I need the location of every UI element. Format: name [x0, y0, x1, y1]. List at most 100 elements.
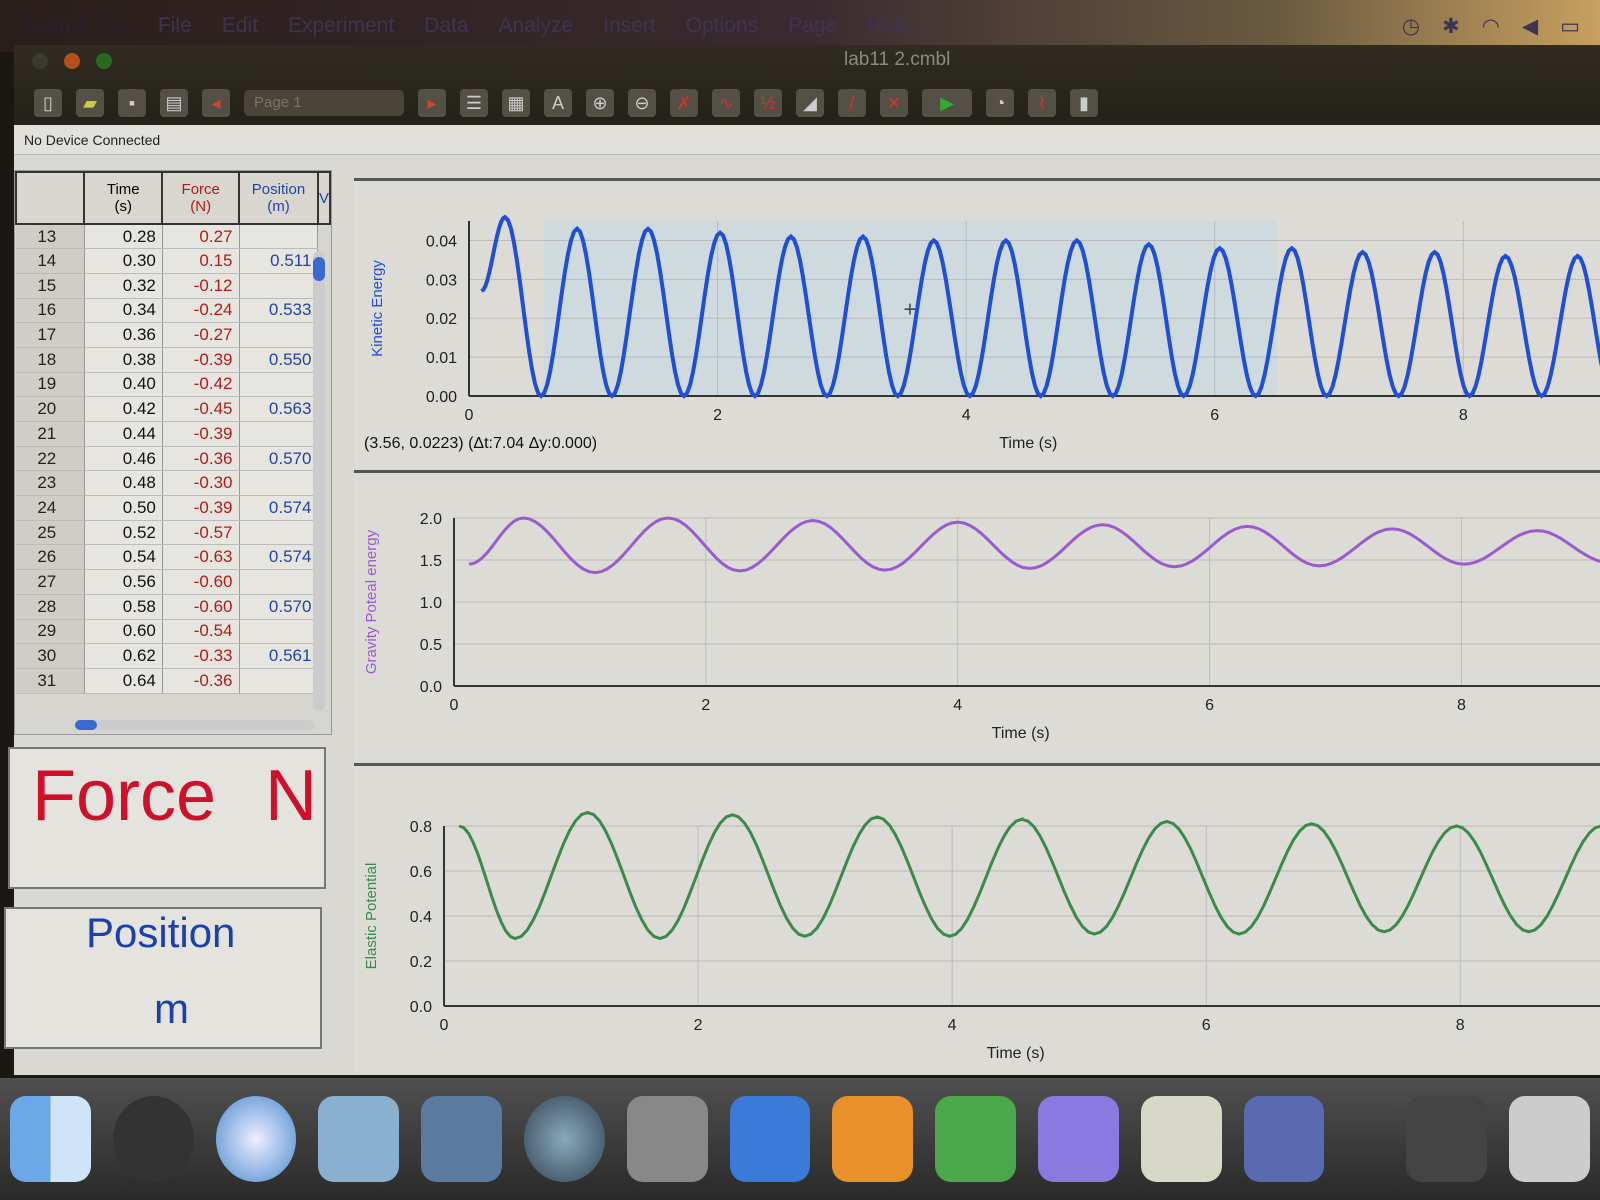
time-cell[interactable]: 0.36	[84, 322, 163, 348]
force-meter[interactable]: Force N	[8, 747, 326, 889]
force-cell[interactable]: -0.45	[162, 396, 240, 422]
menu-data[interactable]: Data	[424, 14, 469, 37]
iphoto-icon[interactable]	[318, 1096, 400, 1182]
time-cell[interactable]: 0.52	[84, 520, 163, 546]
finder-icon[interactable]	[10, 1096, 91, 1182]
time-cell[interactable]: 0.28	[84, 224, 163, 250]
table-row[interactable]: 21 0.44 -0.39	[16, 421, 330, 447]
time-cell[interactable]: 0.40	[84, 372, 163, 398]
vernier-icon[interactable]	[1243, 1096, 1325, 1182]
wifi-icon[interactable]: ◠	[1481, 15, 1500, 38]
position-cell[interactable]: 0.511	[239, 248, 319, 274]
force-cell[interactable]: -0.57	[162, 520, 240, 546]
force-cell[interactable]: -0.12	[162, 273, 240, 299]
position-cell[interactable]: 0.570	[239, 446, 319, 472]
force-cell[interactable]: -0.42	[162, 372, 240, 398]
safari-icon[interactable]	[215, 1096, 297, 1182]
position-cell[interactable]	[239, 421, 319, 447]
position-cell[interactable]	[239, 273, 319, 299]
tangent-icon[interactable]: ✗	[670, 89, 698, 117]
battery-icon[interactable]: ▭	[1560, 15, 1580, 38]
force-cell[interactable]: -0.30	[162, 470, 240, 497]
force-cell[interactable]: 0.15	[162, 248, 240, 274]
entourage-icon[interactable]	[1037, 1096, 1119, 1182]
table-row[interactable]: 20 0.42 -0.45 0.563	[16, 396, 330, 422]
time-cell[interactable]: 0.50	[84, 495, 163, 521]
excel-icon[interactable]	[935, 1096, 1016, 1182]
table-icon[interactable]: ☰	[460, 89, 488, 117]
force-cell[interactable]: -0.36	[162, 446, 240, 472]
time-machine-icon[interactable]	[523, 1096, 605, 1182]
force-cell[interactable]: -0.39	[162, 421, 240, 447]
vertical-scrollbar[interactable]	[313, 251, 325, 711]
time-cell[interactable]: 0.48	[84, 470, 163, 497]
force-cell[interactable]: 0.27	[162, 224, 240, 250]
position-cell[interactable]	[239, 619, 319, 645]
chart-svg[interactable]: 0 2 4 6 8 0.0 0.2 0.4 0.6 0.8 Time (s) Elastic Pote…	[354, 766, 1600, 1075]
open-folder-icon[interactable]: ▰	[76, 89, 104, 117]
scroll-thumb[interactable]	[313, 257, 325, 281]
chart-svg[interactable]: 0 2 4 6 8 0.00 0.01 0.02 0.03 0.04 Time (s) Kinetic…	[354, 181, 1600, 468]
time-cell[interactable]: 0.30	[84, 248, 163, 274]
time-cell[interactable]: 0.58	[84, 594, 163, 620]
table-row[interactable]: 29 0.60 -0.54	[16, 619, 330, 645]
save-icon[interactable]: ▪	[118, 89, 146, 117]
bluetooth-icon[interactable]: ✱	[1442, 15, 1460, 38]
graph-match-icon[interactable]: ⌇	[1028, 89, 1056, 117]
position-cell[interactable]	[239, 322, 319, 348]
data-series-line[interactable]	[480, 214, 1600, 399]
table-row[interactable]: 14 0.30 0.15 0.511	[16, 248, 330, 274]
table-row[interactable]: 28 0.58 -0.60 0.570	[16, 594, 330, 620]
integral-icon[interactable]: ∿	[712, 89, 740, 117]
menu-help[interactable]: Help	[867, 14, 911, 37]
table-row[interactable]: 13 0.28 0.27	[16, 224, 330, 250]
zoom-out-icon[interactable]: ⊖	[628, 89, 656, 117]
table-row[interactable]: 26 0.54 -0.63 0.574	[16, 544, 330, 571]
sensor-icon[interactable]: ▮	[1070, 89, 1098, 117]
position-meter[interactable]: Position m	[4, 907, 322, 1049]
column-header-force[interactable]: Force (N)	[161, 171, 241, 225]
force-cell[interactable]: -0.33	[162, 643, 240, 669]
menu-edit[interactable]: Edit	[221, 14, 258, 37]
column-header-velocity[interactable]: V	[316, 171, 331, 225]
time-cell[interactable]: 0.54	[84, 544, 163, 571]
spaces-icon[interactable]	[421, 1096, 502, 1182]
menu-app[interactable]: Logger Pro	[24, 14, 128, 37]
table-row[interactable]: 17 0.36 -0.27	[16, 322, 330, 348]
time-cell[interactable]: 0.44	[84, 421, 163, 447]
zoom-in-icon[interactable]: ⊕	[586, 89, 614, 117]
position-cell[interactable]: 0.561	[239, 643, 319, 669]
time-cell[interactable]: 0.34	[84, 298, 163, 324]
position-cell[interactable]	[239, 520, 319, 546]
position-cell[interactable]	[239, 224, 319, 250]
position-cell[interactable]	[239, 569, 319, 595]
stats-icon[interactable]: ½	[754, 89, 782, 117]
time-cell[interactable]: 0.32	[84, 273, 163, 299]
table-row[interactable]: 24 0.50 -0.39 0.574	[16, 495, 330, 521]
dashboard-icon[interactable]	[112, 1096, 194, 1182]
table-row[interactable]: 23 0.48 -0.30	[16, 470, 330, 497]
volume-icon[interactable]: ◀	[1522, 15, 1539, 38]
data-table[interactable]: Time (s) Force (N) Position (m) V 13 0.28 0.2…	[14, 170, 332, 735]
curve-fit-icon[interactable]: ◢	[796, 89, 824, 117]
time-cell[interactable]: 0.42	[84, 396, 163, 422]
kinetic-energy-graph[interactable]: 0 2 4 6 8 0.00 0.01 0.02 0.03 0.04 Time (s) Kinetic…	[354, 178, 1600, 468]
data-series-line[interactable]	[468, 516, 1600, 575]
table-row[interactable]: 31 0.64 -0.36	[16, 668, 330, 694]
system-preferences-icon[interactable]	[626, 1096, 708, 1182]
gravity-potential-energy-graph[interactable]: 0 2 4 6 8 0.0 0.5 1.0 1.5 2.0 Time (s) Gravity Pote…	[354, 470, 1600, 760]
clock-icon[interactable]: ◷	[1401, 15, 1421, 38]
new-file-icon[interactable]: ▯	[34, 89, 62, 117]
time-cell[interactable]: 0.62	[84, 643, 163, 669]
table-row[interactable]: 25 0.52 -0.57	[16, 520, 330, 546]
minimize-button[interactable]	[64, 53, 80, 69]
elastic-potential-graph[interactable]: 0 2 4 6 8 0.0 0.2 0.4 0.6 0.8 Time (s) Elastic Pote…	[354, 763, 1600, 1075]
force-cell[interactable]: -0.27	[162, 322, 240, 348]
table-row[interactable]: 22 0.46 -0.36 0.570	[16, 446, 330, 472]
force-cell[interactable]: -0.39	[162, 347, 240, 373]
menu-analyze[interactable]: Analyze	[498, 14, 574, 37]
table-row[interactable]: 18 0.38 -0.39 0.550	[16, 347, 330, 373]
menu-experiment[interactable]: Experiment	[287, 14, 395, 37]
linear-fit-icon[interactable]: /	[838, 89, 866, 117]
position-cell[interactable]: 0.574	[239, 544, 319, 571]
